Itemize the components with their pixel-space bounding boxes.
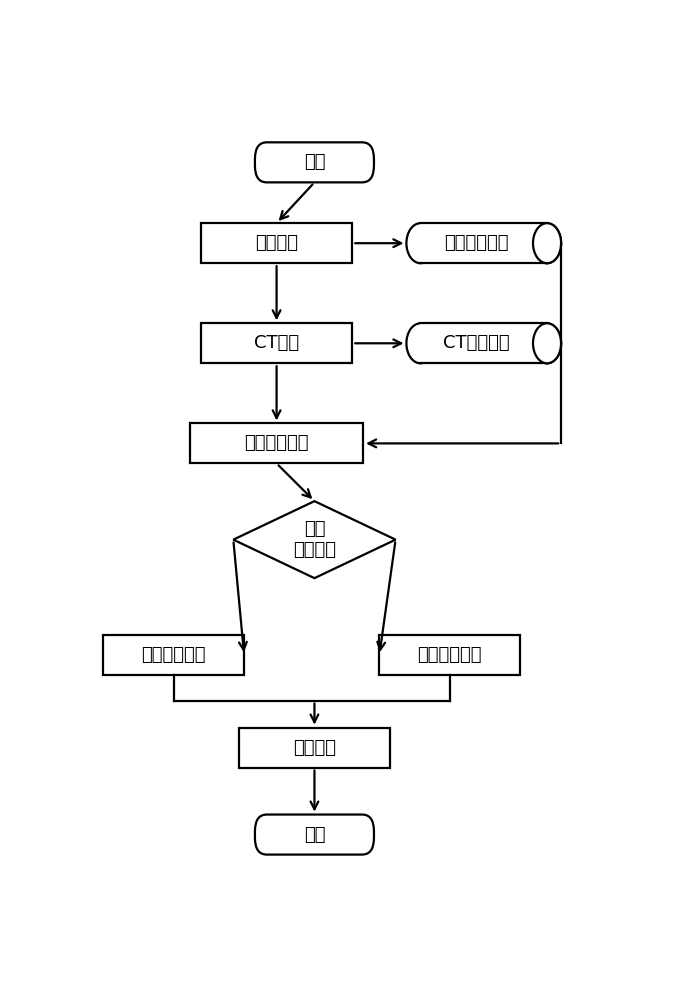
Text: 外形测量: 外形测量	[255, 234, 298, 252]
Bar	[103, 635, 244, 675]
Bar	[420, 323, 547, 363]
Polygon shape	[233, 501, 396, 578]
Text: CT测量尺寸: CT测量尺寸	[443, 334, 510, 352]
FancyBboxPatch shape	[255, 815, 374, 855]
Text: 先测量再校准: 先测量再校准	[142, 646, 206, 664]
Ellipse shape	[533, 323, 561, 363]
Bar	[420, 223, 547, 263]
Text: 先校准再测量: 先校准再测量	[417, 646, 482, 664]
Ellipse shape	[533, 223, 561, 263]
Text: 计算测量偏差: 计算测量偏差	[244, 434, 309, 452]
Bar	[420, 323, 547, 363]
Text: CT测量: CT测量	[254, 334, 299, 352]
Text: 选取
校准方式: 选取 校准方式	[293, 520, 336, 559]
Bar	[420, 223, 547, 263]
Ellipse shape	[406, 223, 435, 263]
Text: 开始: 开始	[304, 153, 325, 171]
Ellipse shape	[533, 323, 561, 363]
Text: 测量结果: 测量结果	[293, 739, 336, 757]
Text: 外形测量尺寸: 外形测量尺寸	[445, 234, 509, 252]
Bar	[201, 323, 352, 363]
Ellipse shape	[406, 323, 435, 363]
Bar	[201, 223, 352, 263]
Bar	[239, 728, 390, 768]
Ellipse shape	[533, 223, 561, 263]
Bar	[190, 423, 363, 463]
FancyBboxPatch shape	[255, 142, 374, 182]
Text: 结束: 结束	[304, 826, 325, 844]
Bar	[380, 635, 520, 675]
